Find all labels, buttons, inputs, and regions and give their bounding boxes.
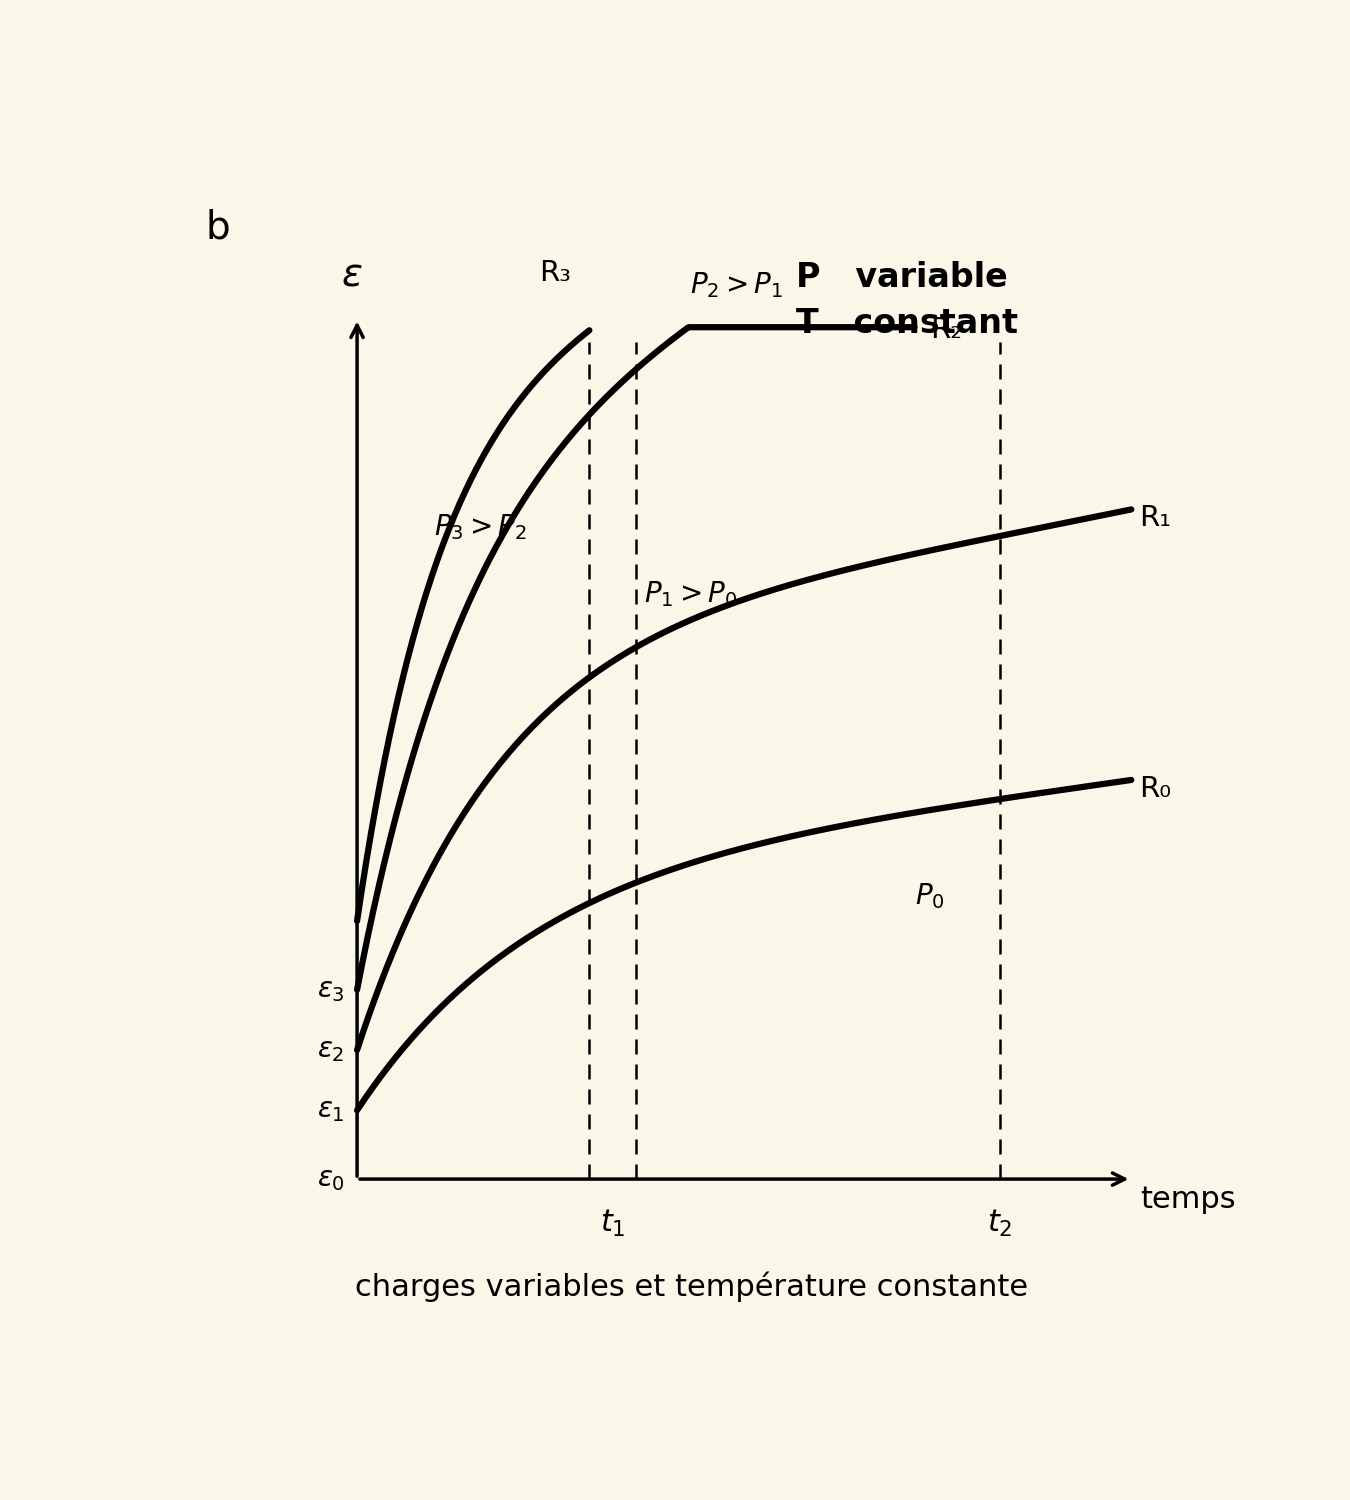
- Text: R₁: R₁: [1139, 504, 1170, 532]
- Text: $\epsilon_3$: $\epsilon_3$: [317, 976, 344, 1004]
- Text: charges variables et température constante: charges variables et température constan…: [355, 1272, 1029, 1302]
- Text: R₂: R₂: [930, 316, 963, 345]
- Text: $P_1 > P_0$: $P_1 > P_0$: [644, 579, 737, 609]
- Text: R₃: R₃: [539, 260, 571, 288]
- Text: $P_3 > P_2$: $P_3 > P_2$: [435, 513, 528, 543]
- Text: P   variable
T   constant: P variable T constant: [796, 261, 1018, 340]
- Text: b: b: [205, 209, 230, 248]
- Text: $\epsilon_0$: $\epsilon_0$: [316, 1166, 344, 1192]
- Text: $t_2$: $t_2$: [987, 1208, 1012, 1239]
- Text: $\epsilon$: $\epsilon$: [342, 255, 363, 292]
- Text: $P_0$: $P_0$: [914, 882, 944, 912]
- Text: $\epsilon_2$: $\epsilon_2$: [317, 1036, 344, 1064]
- Text: temps: temps: [1139, 1185, 1235, 1215]
- Text: R₀: R₀: [1139, 774, 1170, 802]
- Text: $t_1$: $t_1$: [599, 1208, 625, 1239]
- Text: $\epsilon_1$: $\epsilon_1$: [317, 1096, 344, 1124]
- Text: $P_2 > P_1$: $P_2 > P_1$: [690, 270, 783, 300]
